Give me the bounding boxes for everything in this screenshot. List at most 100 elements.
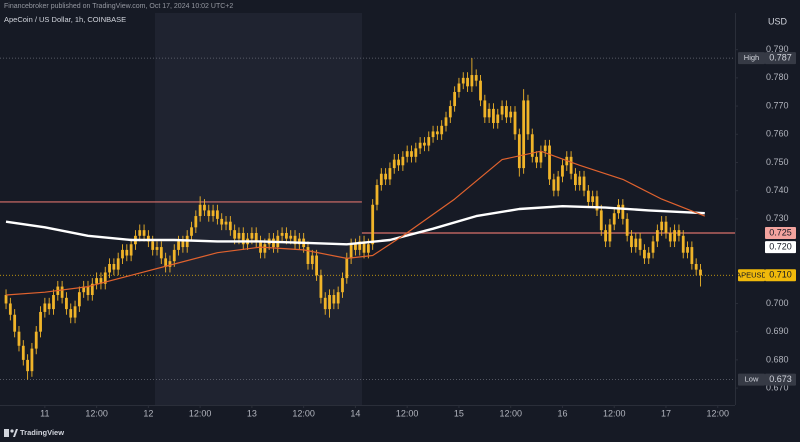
candle-body — [513, 111, 517, 135]
candle-body — [194, 216, 198, 228]
candle-body — [263, 244, 267, 253]
candle-body — [405, 151, 409, 157]
candle-body — [95, 278, 99, 284]
candle-body — [371, 204, 375, 245]
candle-body — [108, 263, 111, 273]
price-label-name: APEUSD — [736, 270, 767, 279]
candle-body — [677, 230, 681, 236]
price-label-name: High — [744, 53, 759, 62]
candle-body — [112, 263, 116, 270]
candle-body — [159, 247, 163, 259]
candle-body — [643, 249, 646, 259]
candle-body — [60, 286, 64, 298]
candle-body — [517, 134, 521, 169]
candle-body — [599, 210, 603, 231]
candle-body — [90, 283, 94, 296]
lines-layer — [0, 201, 735, 234]
candle-body — [323, 297, 327, 310]
logo-part — [13, 429, 18, 437]
candle-body — [647, 252, 651, 259]
axis-layer: 0.790 0.780 0.770 0.760 0.750 0.740 0.730 0.700… — [40, 44, 796, 418]
candle-body — [470, 75, 474, 87]
candle-body — [401, 156, 405, 166]
candle-body — [336, 292, 340, 304]
candle-body — [215, 210, 219, 219]
candle-body — [21, 345, 25, 360]
x-tick-label: 12:00 — [292, 408, 315, 418]
candle-body — [375, 185, 379, 205]
candle-body — [608, 224, 612, 242]
candle-body — [164, 258, 168, 267]
candle-body — [664, 221, 668, 233]
candle-body — [440, 125, 444, 135]
candle-body — [30, 348, 34, 372]
publisher-note: Financebroker published on TradingView.c… — [4, 3, 233, 10]
candle-body — [694, 263, 698, 270]
x-tick-label: 12:00 — [85, 408, 108, 418]
candle-body — [699, 269, 702, 276]
candle-body — [129, 244, 133, 256]
logo-part — [10, 429, 14, 433]
candle-body — [392, 159, 396, 169]
x-tick-label: 13 — [247, 408, 257, 418]
currency-label: USD — [768, 16, 788, 26]
candle-body — [354, 244, 357, 250]
candle-body — [586, 190, 590, 202]
price-label-value: 0.720 — [769, 241, 792, 251]
candle-body — [591, 196, 595, 202]
candle-body — [198, 204, 202, 217]
candle-body — [228, 221, 232, 231]
candle-body — [384, 173, 388, 180]
price-label-name-box — [738, 269, 765, 282]
candle-body — [341, 278, 344, 293]
candle-body — [660, 221, 664, 231]
candle-body — [47, 303, 51, 310]
candle-body — [504, 106, 508, 118]
y-tick-label: 0.780 — [766, 72, 789, 82]
candle-body — [190, 227, 193, 236]
logo-part — [4, 429, 9, 437]
candle-body — [358, 241, 362, 250]
candle-body — [690, 247, 694, 264]
candle-body — [306, 247, 310, 264]
candle-body — [444, 117, 448, 126]
candle-body — [13, 314, 17, 332]
candle-body — [86, 286, 90, 296]
x-tick-label: 12:00 — [499, 408, 522, 418]
candle-body — [310, 255, 314, 264]
price-label-name-box — [738, 52, 765, 65]
candle-body — [17, 331, 21, 346]
candle-body — [241, 232, 245, 245]
candle-body — [285, 232, 288, 239]
price-label-box — [765, 52, 796, 65]
candle-body — [39, 311, 42, 332]
price-label-name: Low — [745, 375, 759, 384]
candle-body — [254, 232, 258, 242]
x-tick-label: 12:00 — [396, 408, 419, 418]
candle-body — [556, 176, 560, 191]
y-tick-label: 0.670 — [766, 382, 789, 392]
candle-body — [461, 77, 465, 84]
candle-body — [65, 297, 68, 310]
price-label-value: 0.673 — [769, 374, 792, 384]
candle-body — [43, 303, 47, 312]
candle-body — [168, 261, 172, 267]
candle-body — [388, 168, 392, 180]
moving-average — [5, 150, 706, 296]
candle-body — [211, 210, 215, 217]
y-tick-label: 0.740 — [766, 185, 789, 195]
candle-body — [328, 295, 331, 310]
candle-body — [612, 213, 616, 225]
candle-body — [522, 100, 526, 169]
candle-body — [578, 176, 582, 186]
candle-body — [453, 91, 457, 107]
candle-body — [535, 156, 538, 163]
price-label-name-box — [738, 373, 765, 386]
candle-body — [220, 218, 224, 225]
candle-body — [496, 114, 500, 123]
price-label-box — [765, 373, 796, 386]
candle-body — [638, 238, 642, 250]
candle-body — [435, 131, 439, 135]
candle-body — [155, 247, 159, 250]
